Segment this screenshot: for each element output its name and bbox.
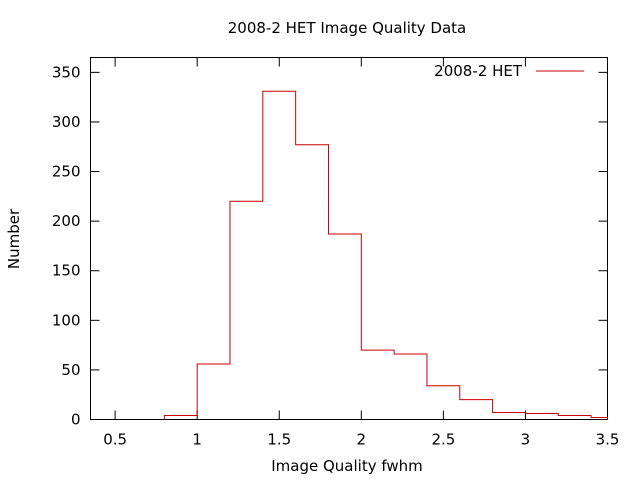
x-tick-label: 1.5 — [267, 431, 291, 449]
histogram-bin — [328, 234, 361, 419]
series-step-line — [163, 90, 608, 420]
x-axis-label: Image Quality fwhm — [271, 457, 423, 475]
histogram-bin — [296, 145, 329, 420]
x-tick-label: 1 — [192, 431, 202, 449]
y-axis-label: Number — [5, 208, 23, 269]
histogram-bin — [263, 91, 296, 419]
histogram-bin — [558, 416, 591, 420]
y-tick-label: 0 — [71, 411, 81, 429]
y-tick-label: 50 — [61, 361, 80, 379]
y-tick-label: 150 — [52, 262, 81, 280]
y-tick-label: 100 — [52, 311, 81, 329]
histogram-bin — [164, 416, 197, 420]
x-tick-label: 0.5 — [103, 431, 127, 449]
x-tick-label: 2 — [357, 431, 367, 449]
plot-frame — [90, 57, 608, 420]
x-tick-label: 3 — [521, 431, 531, 449]
histogram-bin — [230, 201, 263, 419]
x-axis-ticks: 0.5 1 1.5 2 2.5 3 3.5 — [103, 57, 620, 449]
legend: 2008-2 HET — [434, 62, 584, 80]
legend-label: 2008-2 HET — [434, 62, 523, 80]
histogram-bin — [394, 354, 427, 419]
y-axis-ticks: 0 50 100 150 200 250 300 350 — [52, 63, 608, 429]
histogram-bin — [525, 414, 558, 420]
histogram-bars — [164, 91, 607, 419]
y-tick-label: 250 — [52, 163, 81, 181]
histogram-bin — [197, 364, 230, 420]
histogram-bin — [460, 400, 493, 420]
histogram-bin — [361, 350, 394, 419]
y-tick-label: 300 — [52, 113, 81, 131]
x-tick-label: 2.5 — [431, 431, 455, 449]
y-tick-label: 200 — [52, 212, 81, 230]
x-tick-label: 3.5 — [596, 431, 620, 449]
histogram-bin — [493, 413, 526, 420]
histogram-bin — [427, 386, 460, 420]
chart-title: 2008-2 HET Image Quality Data — [228, 19, 467, 37]
y-tick-label: 350 — [52, 63, 81, 81]
